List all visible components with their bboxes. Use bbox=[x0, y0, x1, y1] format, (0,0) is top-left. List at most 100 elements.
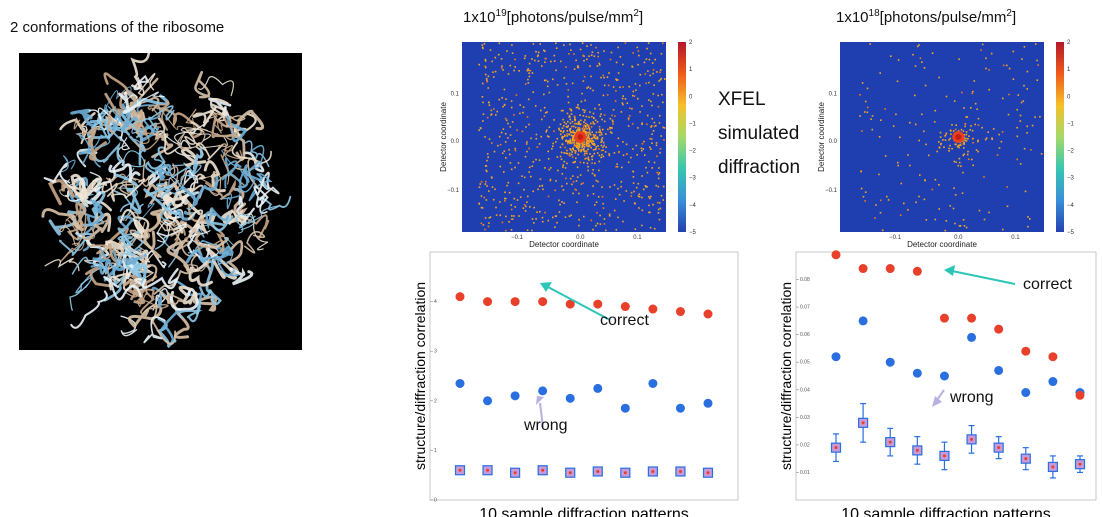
photon-hit bbox=[490, 113, 493, 115]
photon-hit bbox=[574, 132, 577, 134]
photon-hit bbox=[662, 126, 664, 129]
photon-hit bbox=[499, 201, 501, 203]
photon-hit bbox=[637, 182, 640, 185]
photon-hit bbox=[657, 208, 660, 211]
ribosome-ribbon-strand bbox=[235, 213, 255, 234]
photon-hit bbox=[962, 143, 965, 145]
ribosome-ribbon-strand bbox=[209, 215, 234, 232]
photon-hit bbox=[574, 126, 577, 129]
photon-hit bbox=[632, 94, 634, 97]
ribosome-ribbon-strand bbox=[86, 120, 96, 156]
photon-hit bbox=[566, 133, 568, 135]
photon-hit bbox=[627, 118, 630, 121]
ribosome-ribbon-strand bbox=[208, 97, 232, 118]
xfel-simulated-diffraction-label: XFEL simulated diffraction bbox=[718, 83, 800, 185]
photon-hit bbox=[501, 221, 504, 224]
map-x-tick-label: −0.1 bbox=[511, 235, 524, 241]
photon-hit bbox=[616, 79, 619, 81]
photon-hit bbox=[656, 71, 658, 73]
photon-hit bbox=[987, 131, 989, 133]
photon-hit bbox=[566, 126, 569, 128]
photon-hit bbox=[963, 141, 965, 144]
baseline-point-center bbox=[1051, 465, 1055, 469]
photon-hit bbox=[608, 72, 610, 74]
photon-hit bbox=[572, 147, 574, 149]
photon-hit bbox=[561, 201, 563, 203]
photon-hit bbox=[600, 141, 602, 143]
photon-hit bbox=[912, 53, 914, 56]
photon-hit bbox=[664, 78, 666, 80]
photon-hit bbox=[650, 100, 652, 103]
photon-hit bbox=[577, 65, 579, 67]
photon-hit bbox=[645, 82, 647, 85]
photon-hit bbox=[923, 130, 925, 133]
photon-hit bbox=[528, 147, 530, 150]
ribosome-ribbon-strand bbox=[204, 179, 236, 201]
photon-hit bbox=[478, 186, 481, 188]
photon-hit bbox=[638, 193, 641, 195]
photon-hit bbox=[659, 69, 662, 71]
photon-hit bbox=[583, 143, 585, 146]
photon-hit bbox=[590, 126, 593, 128]
correct-point bbox=[912, 266, 922, 276]
photon-hit bbox=[968, 135, 970, 137]
photon-hit bbox=[506, 184, 508, 187]
photon-hit bbox=[860, 187, 863, 190]
photon-hit bbox=[493, 108, 495, 110]
photon-hit bbox=[531, 72, 534, 74]
photon-hit bbox=[564, 134, 566, 137]
photon-hit bbox=[972, 141, 974, 144]
photon-hit bbox=[487, 87, 489, 89]
photon-hit bbox=[560, 158, 563, 161]
photon-hit bbox=[570, 142, 573, 145]
photon-hit bbox=[544, 50, 546, 52]
photon-hit bbox=[962, 219, 965, 221]
photon-hit bbox=[634, 83, 637, 85]
photon-hit bbox=[526, 69, 529, 72]
photon-hit bbox=[535, 158, 537, 161]
colorbar-tick-label: 0 bbox=[689, 94, 693, 100]
photon-hit bbox=[954, 128, 957, 131]
photon-hit bbox=[1040, 153, 1043, 155]
wrong-point bbox=[538, 386, 548, 396]
y-tick-label: 0.08 bbox=[800, 277, 810, 283]
photon-hit bbox=[1023, 84, 1025, 87]
photon-hit bbox=[531, 58, 533, 60]
photon-hit bbox=[967, 138, 969, 140]
photon-hit bbox=[646, 186, 648, 188]
photon-hit bbox=[479, 183, 482, 185]
photon-hit bbox=[494, 70, 497, 73]
photon-hit bbox=[977, 117, 980, 120]
photon-hit bbox=[553, 119, 555, 121]
wrong-point bbox=[1021, 388, 1031, 398]
photon-hit bbox=[649, 146, 651, 149]
photon-hit bbox=[895, 113, 897, 116]
map-x-axis-label: Detector coordinate bbox=[907, 240, 977, 248]
ribosome-ribbon-strand bbox=[229, 267, 254, 286]
ribosome-ribbon-strand bbox=[209, 97, 229, 116]
photon-hit bbox=[562, 131, 564, 134]
photon-hit bbox=[568, 116, 571, 118]
photon-hit bbox=[578, 146, 581, 148]
photon-hit bbox=[526, 150, 528, 153]
photon-hit bbox=[573, 118, 576, 121]
photon-hit bbox=[598, 62, 600, 65]
photon-hit bbox=[551, 148, 553, 150]
baseline-point-center bbox=[861, 421, 865, 425]
photon-hit bbox=[573, 141, 576, 144]
photon-hit bbox=[491, 142, 493, 144]
photon-hit bbox=[532, 161, 535, 163]
photon-hit bbox=[859, 94, 861, 96]
ribosome-ribbon-strand bbox=[137, 72, 156, 96]
photon-hit bbox=[617, 216, 619, 219]
photon-hit bbox=[531, 218, 534, 220]
photon-hit bbox=[482, 47, 484, 50]
ribosome-ribbon-strand bbox=[73, 117, 93, 137]
ribosome-ribbon-strand bbox=[136, 284, 157, 308]
photon-hit bbox=[1021, 58, 1023, 60]
photon-hit bbox=[599, 134, 601, 136]
photon-hit bbox=[635, 186, 638, 189]
photon-hit bbox=[963, 153, 965, 155]
photon-hit bbox=[658, 172, 661, 174]
photon-hit bbox=[591, 158, 593, 161]
